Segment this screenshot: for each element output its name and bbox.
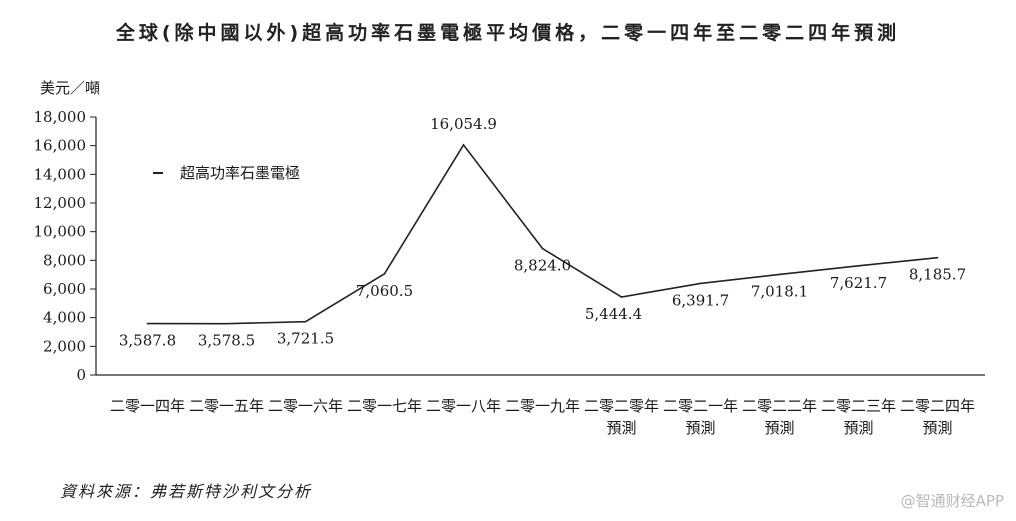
data-label: 5,444.4 <box>585 305 642 323</box>
data-point <box>383 272 386 275</box>
data-label: 3,578.5 <box>198 332 255 350</box>
y-tick-label: 18,000 <box>34 108 87 126</box>
data-label: 7,018.1 <box>751 282 808 300</box>
x-tick-label: 二零二四年 <box>900 397 975 415</box>
x-tick-label: 二零二零年 <box>584 397 659 415</box>
x-tick-label: 預測 <box>606 419 636 437</box>
data-label: 16,054.9 <box>430 115 497 133</box>
x-tick-label: 預測 <box>922 419 952 437</box>
data-point <box>541 247 544 250</box>
x-tick-label: 二零二三年 <box>821 397 896 415</box>
y-axis-label: 美元／噸 <box>40 79 100 97</box>
x-tick-label: 二零一七年 <box>347 397 422 415</box>
y-tick-label: 8,000 <box>43 251 86 269</box>
data-point <box>620 296 623 298</box>
data-point <box>462 144 465 146</box>
x-tick-label: 預測 <box>843 419 873 437</box>
x-tick-label: 二零一五年 <box>189 397 264 415</box>
legend-label: 超高功率石墨電極 <box>180 164 300 182</box>
data-point <box>936 256 939 259</box>
x-tick-label: 預測 <box>685 419 715 437</box>
line-chart: 美元／噸 0 2,000 4,000 6,000 8,000 10,000 12,000 14,… <box>34 79 985 437</box>
x-tick-label: 預測 <box>764 419 794 437</box>
x-tick-label: 二零二一年 <box>663 397 738 415</box>
data-label: 7,621.7 <box>830 274 887 292</box>
y-tick-label: 10,000 <box>34 223 87 241</box>
data-label: 8,185.7 <box>909 266 966 284</box>
x-tick-label: 二零一六年 <box>268 397 343 415</box>
data-point <box>857 264 860 267</box>
data-point <box>699 282 702 285</box>
watermark: @智通财经APP <box>900 492 1004 510</box>
y-tick-label: 2,000 <box>43 337 86 355</box>
y-tick-label: 14,000 <box>34 165 87 183</box>
y-tick-label: 0 <box>76 366 86 384</box>
data-label: 8,824.0 <box>514 257 571 275</box>
chart-title: 全球(除中國以外)超高功率石墨電極平均價格，二零一四年至二零二四年預測 <box>115 22 901 44</box>
x-tick-label: 二零一九年 <box>505 397 580 415</box>
data-point <box>146 322 149 325</box>
data-point <box>778 273 781 276</box>
data-label: 3,721.5 <box>277 330 334 348</box>
y-tick-label: 12,000 <box>34 194 87 212</box>
y-tick-label: 4,000 <box>43 309 86 327</box>
y-tick-label: 6,000 <box>43 280 86 298</box>
data-label: 7,060.5 <box>356 282 413 300</box>
data-label: 6,391.7 <box>672 291 729 309</box>
data-point <box>225 322 228 325</box>
x-tick-label: 二零二二年 <box>742 397 817 415</box>
source-note: 資料來源：弗若斯特沙利文分析 <box>60 482 313 501</box>
x-tick-label: 二零一四年 <box>110 397 185 415</box>
data-point <box>304 320 307 323</box>
x-tick-label: 二零一八年 <box>426 397 501 415</box>
y-tick-label: 16,000 <box>34 137 87 155</box>
data-label: 3,587.8 <box>119 332 176 350</box>
